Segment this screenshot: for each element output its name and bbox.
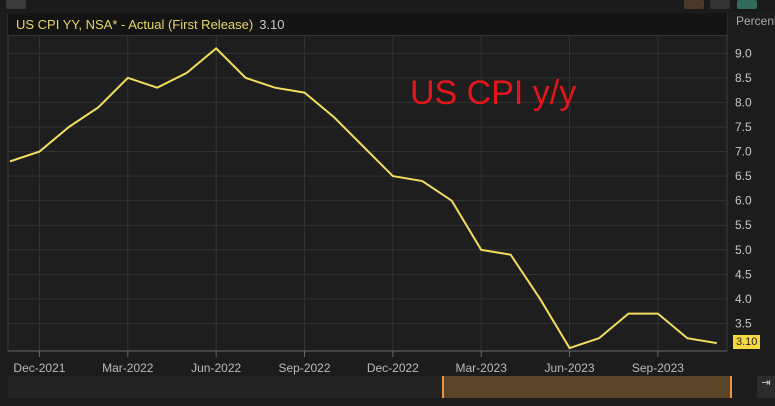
range-selection-handle[interactable] [442,376,732,398]
y-tick-label: 3.5 [735,316,752,330]
y-axis-unit: Percent [736,14,775,28]
x-tick-label: Dec-2021 [13,361,65,375]
y-tick-label: 6.5 [735,169,752,183]
last-value-badge: 3.10 [733,335,761,349]
x-tick-label: Sep-2023 [632,361,684,375]
legend: US CPI YY, NSA* - Actual (First Release)… [8,13,727,36]
y-tick-label: 6.0 [735,194,752,208]
y-tick-label: 8.0 [735,95,752,109]
y-tick-label: 4.5 [735,267,752,281]
y-tick-label: 5.0 [735,243,752,257]
y-tick-label: 7.5 [735,120,752,134]
y-tick-label: 9.0 [735,46,752,60]
y-tick-label: 5.5 [735,218,752,232]
legend-value: 3.10 [259,17,285,32]
y-tick-label: 8.5 [735,71,752,85]
navigator-expand-icon[interactable]: ⇥ [757,376,775,398]
x-tick-label: Mar-2023 [456,361,508,375]
legend-series: US CPI YY, NSA* - Actual (First Release) [16,17,254,32]
x-tick-label: Jun-2022 [191,361,241,375]
chart-type-icon[interactable] [684,0,704,9]
plot-area [7,13,728,352]
toolbar [0,0,775,12]
x-tick-label: Dec-2022 [367,361,419,375]
x-tick-label: Mar-2022 [102,361,154,375]
menu-button[interactable] [6,0,26,9]
more-icon[interactable] [710,0,730,9]
annotation-title: US CPI y/y [410,74,577,112]
bar-chart-icon[interactable] [737,0,757,9]
x-tick-label: Jun-2023 [545,361,595,375]
y-tick-label: 4.0 [735,292,752,306]
x-tick-label: Sep-2022 [278,361,330,375]
y-tick-label: 7.0 [735,145,752,159]
line-chart: 3.5 4.0 4.5 5.0 5.5 6.0 6.5 7.0 7.5 8.0 8.5 9.0 Dec-… [7,13,752,375]
